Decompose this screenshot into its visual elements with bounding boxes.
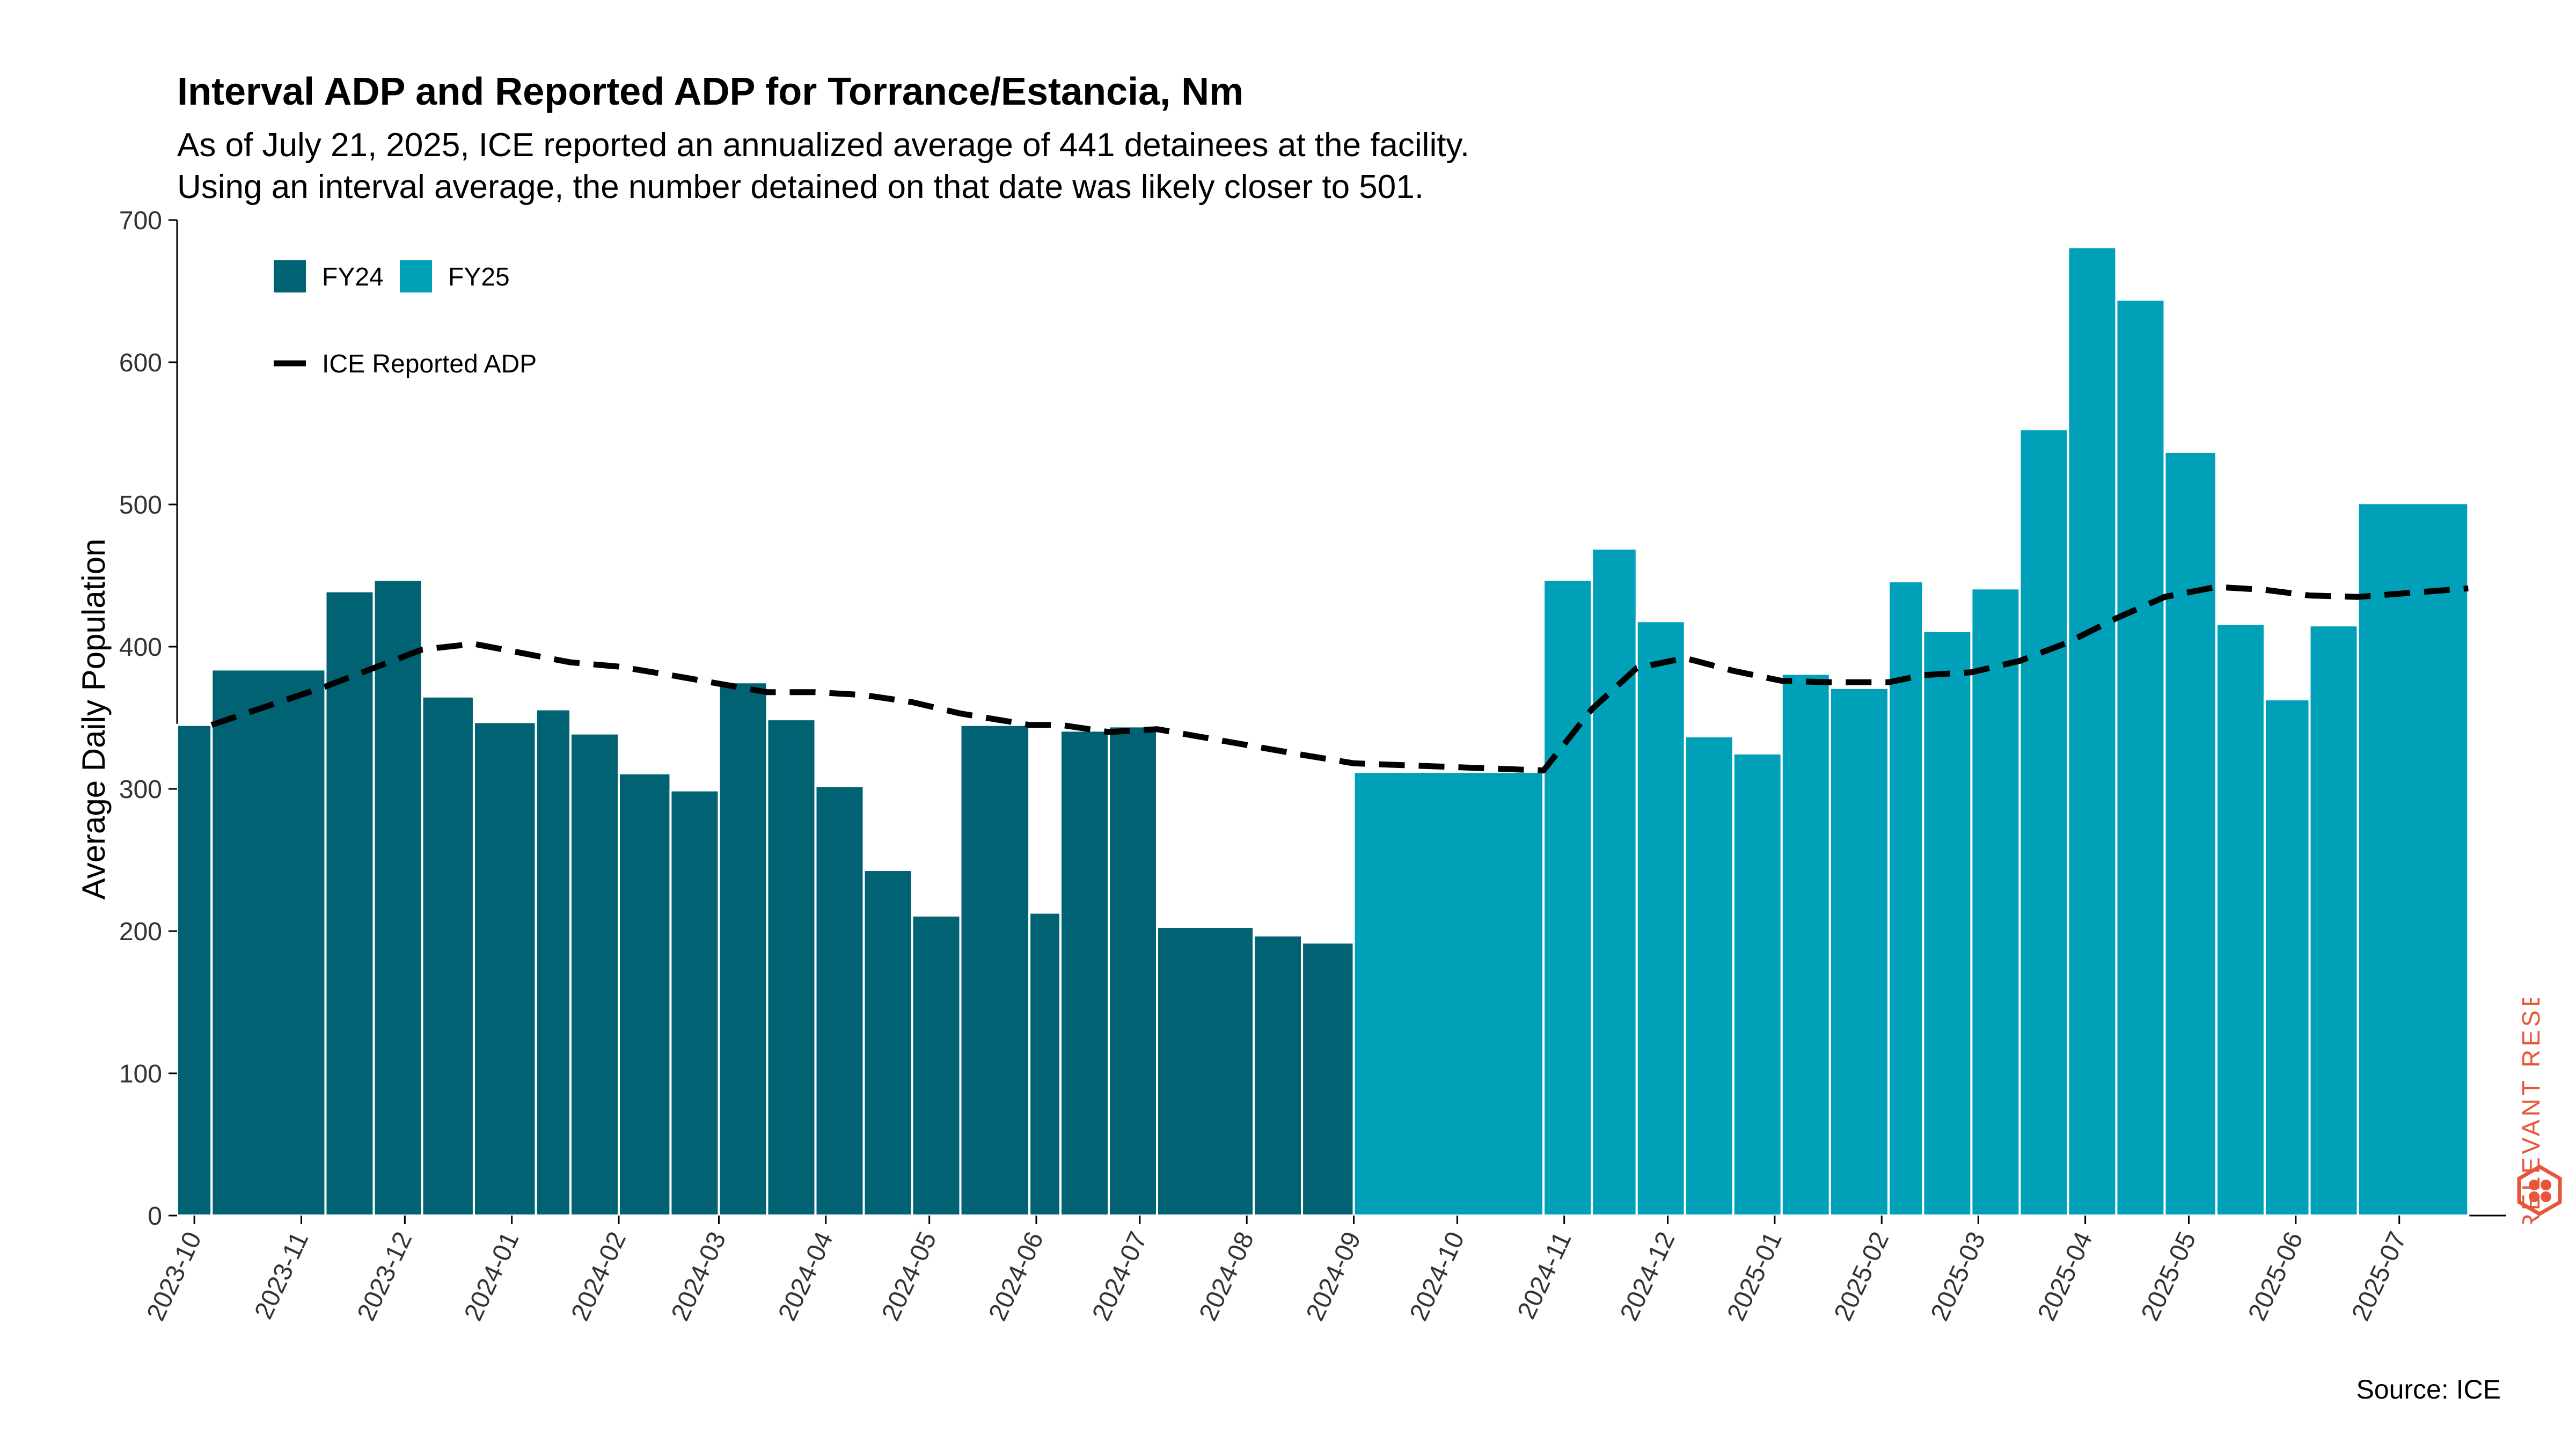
bar-32 [1970, 587, 2021, 1217]
bar-5 [472, 721, 537, 1217]
bar-36 [2163, 450, 2218, 1217]
y-tick-label-300: 300 [119, 775, 162, 804]
x-tick-label-2025-06: 2025-06 [2243, 1227, 2308, 1325]
bar-27 [1732, 752, 1783, 1217]
y-tick-label-100: 100 [119, 1060, 162, 1088]
source-note: Source: ICE [2356, 1374, 2501, 1404]
bar-19 [1156, 926, 1255, 1217]
bar-4 [421, 695, 475, 1217]
x-tick-label-2025-01: 2025-01 [1722, 1227, 1787, 1325]
bar-11 [766, 718, 817, 1217]
x-tick-label-2024-07: 2024-07 [1087, 1227, 1152, 1325]
chart-subtitle: As of July 21, 2025, ICE reported an ann… [177, 125, 1469, 208]
subtitle-line-1: As of July 21, 2025, ICE reported an ann… [177, 127, 1470, 164]
chart-title: Interval ADP and Reported ADP for Torran… [177, 70, 1244, 113]
bar-39 [2308, 624, 2359, 1217]
bar-34 [2067, 246, 2118, 1217]
y-tick-label-500: 500 [119, 491, 162, 519]
bar-2 [324, 590, 375, 1217]
bar-13 [862, 869, 913, 1217]
x-tick-label-2024-08: 2024-08 [1194, 1227, 1260, 1325]
y-axis-label: Average Daily Population [76, 539, 112, 900]
x-tick-label-2024-02: 2024-02 [566, 1227, 631, 1325]
bar-15 [959, 723, 1031, 1217]
logo-wordmark: RELEVANT RESEARCH [2517, 998, 2545, 1224]
x-tick-label-2024-10: 2024-10 [1404, 1227, 1470, 1325]
x-tick-label-2024-01: 2024-01 [459, 1227, 524, 1325]
x-tick-label-2024-12: 2024-12 [1615, 1227, 1680, 1325]
bar-35 [2115, 298, 2166, 1217]
bar-18 [1108, 725, 1159, 1217]
bar-38 [2263, 698, 2311, 1217]
bar-16 [1028, 911, 1062, 1217]
logo-hexagon-icon [2517, 1164, 2562, 1217]
bar-12 [814, 785, 865, 1217]
bar-30 [1887, 580, 1924, 1217]
bar-3 [372, 579, 423, 1217]
x-tick-label-2023-12: 2023-12 [352, 1227, 418, 1325]
bar-28 [1780, 672, 1831, 1217]
bar-1 [210, 668, 327, 1217]
bar-29 [1828, 686, 1890, 1217]
y-tick-label-700: 700 [119, 207, 162, 235]
bar-25 [1635, 620, 1686, 1217]
relevant-research-logo: RELEVANT RESEARCH [2517, 998, 2562, 1224]
bar-17 [1059, 729, 1110, 1217]
bar-22 [1352, 771, 1545, 1217]
legend-swatch-FY24 [274, 260, 306, 292]
bar-8 [617, 772, 672, 1217]
legend-label-FY25: FY25 [448, 263, 510, 291]
bar-20 [1253, 934, 1304, 1217]
y-tick-label-400: 400 [119, 633, 162, 662]
y-tick-label-0: 0 [148, 1202, 162, 1231]
x-tick-label-2025-04: 2025-04 [2032, 1227, 2098, 1325]
x-tick-label-2025-07: 2025-07 [2346, 1227, 2412, 1325]
bar-10 [718, 681, 769, 1217]
legend: FY24 FY25 ICE Reported ADP [274, 260, 537, 378]
x-tick-label-2023-10: 2023-10 [142, 1227, 207, 1325]
bar-26 [1684, 735, 1735, 1217]
x-tick-label-2024-05: 2024-05 [876, 1227, 942, 1325]
bar-31 [1922, 630, 1973, 1217]
x-tick-label-2024-06: 2024-06 [983, 1227, 1049, 1325]
x-tick-label-2024-03: 2024-03 [666, 1227, 731, 1325]
x-tick-label-2024-04: 2024-04 [773, 1227, 838, 1325]
x-tick-label-2023-11: 2023-11 [249, 1227, 314, 1323]
x-tick-label-2025-05: 2025-05 [2136, 1227, 2201, 1325]
y-tick-label-200: 200 [119, 918, 162, 946]
bar-33 [2018, 428, 2069, 1217]
legend-label-FY24: FY24 [322, 263, 384, 291]
x-tick-label-2025-02: 2025-02 [1829, 1227, 1894, 1325]
bar-24 [1591, 547, 1638, 1217]
bar-23 [1542, 579, 1593, 1217]
bar-21 [1301, 941, 1355, 1217]
bar-7 [569, 732, 620, 1217]
x-tick-label-2024-11: 2024-11 [1512, 1227, 1577, 1323]
bar-6 [535, 708, 572, 1217]
legend-label-line: ICE Reported ADP [322, 350, 537, 378]
bar-14 [911, 914, 962, 1217]
reported-adp-line [210, 584, 2469, 774]
y-tick-label-600: 600 [119, 349, 162, 377]
bar-40 [2357, 502, 2470, 1217]
x-tick-label-2024-09: 2024-09 [1301, 1227, 1366, 1325]
reported-adp-line-layer [210, 584, 2469, 774]
subtitle-line-2: Using an interval average, the number de… [177, 169, 1424, 206]
x-tick-label-2025-03: 2025-03 [1926, 1227, 1991, 1325]
bars [176, 246, 2470, 1217]
bar-9 [669, 789, 720, 1217]
legend-swatch-FY25 [400, 260, 432, 292]
bar-37 [2215, 623, 2266, 1217]
bar-0 [176, 723, 213, 1217]
